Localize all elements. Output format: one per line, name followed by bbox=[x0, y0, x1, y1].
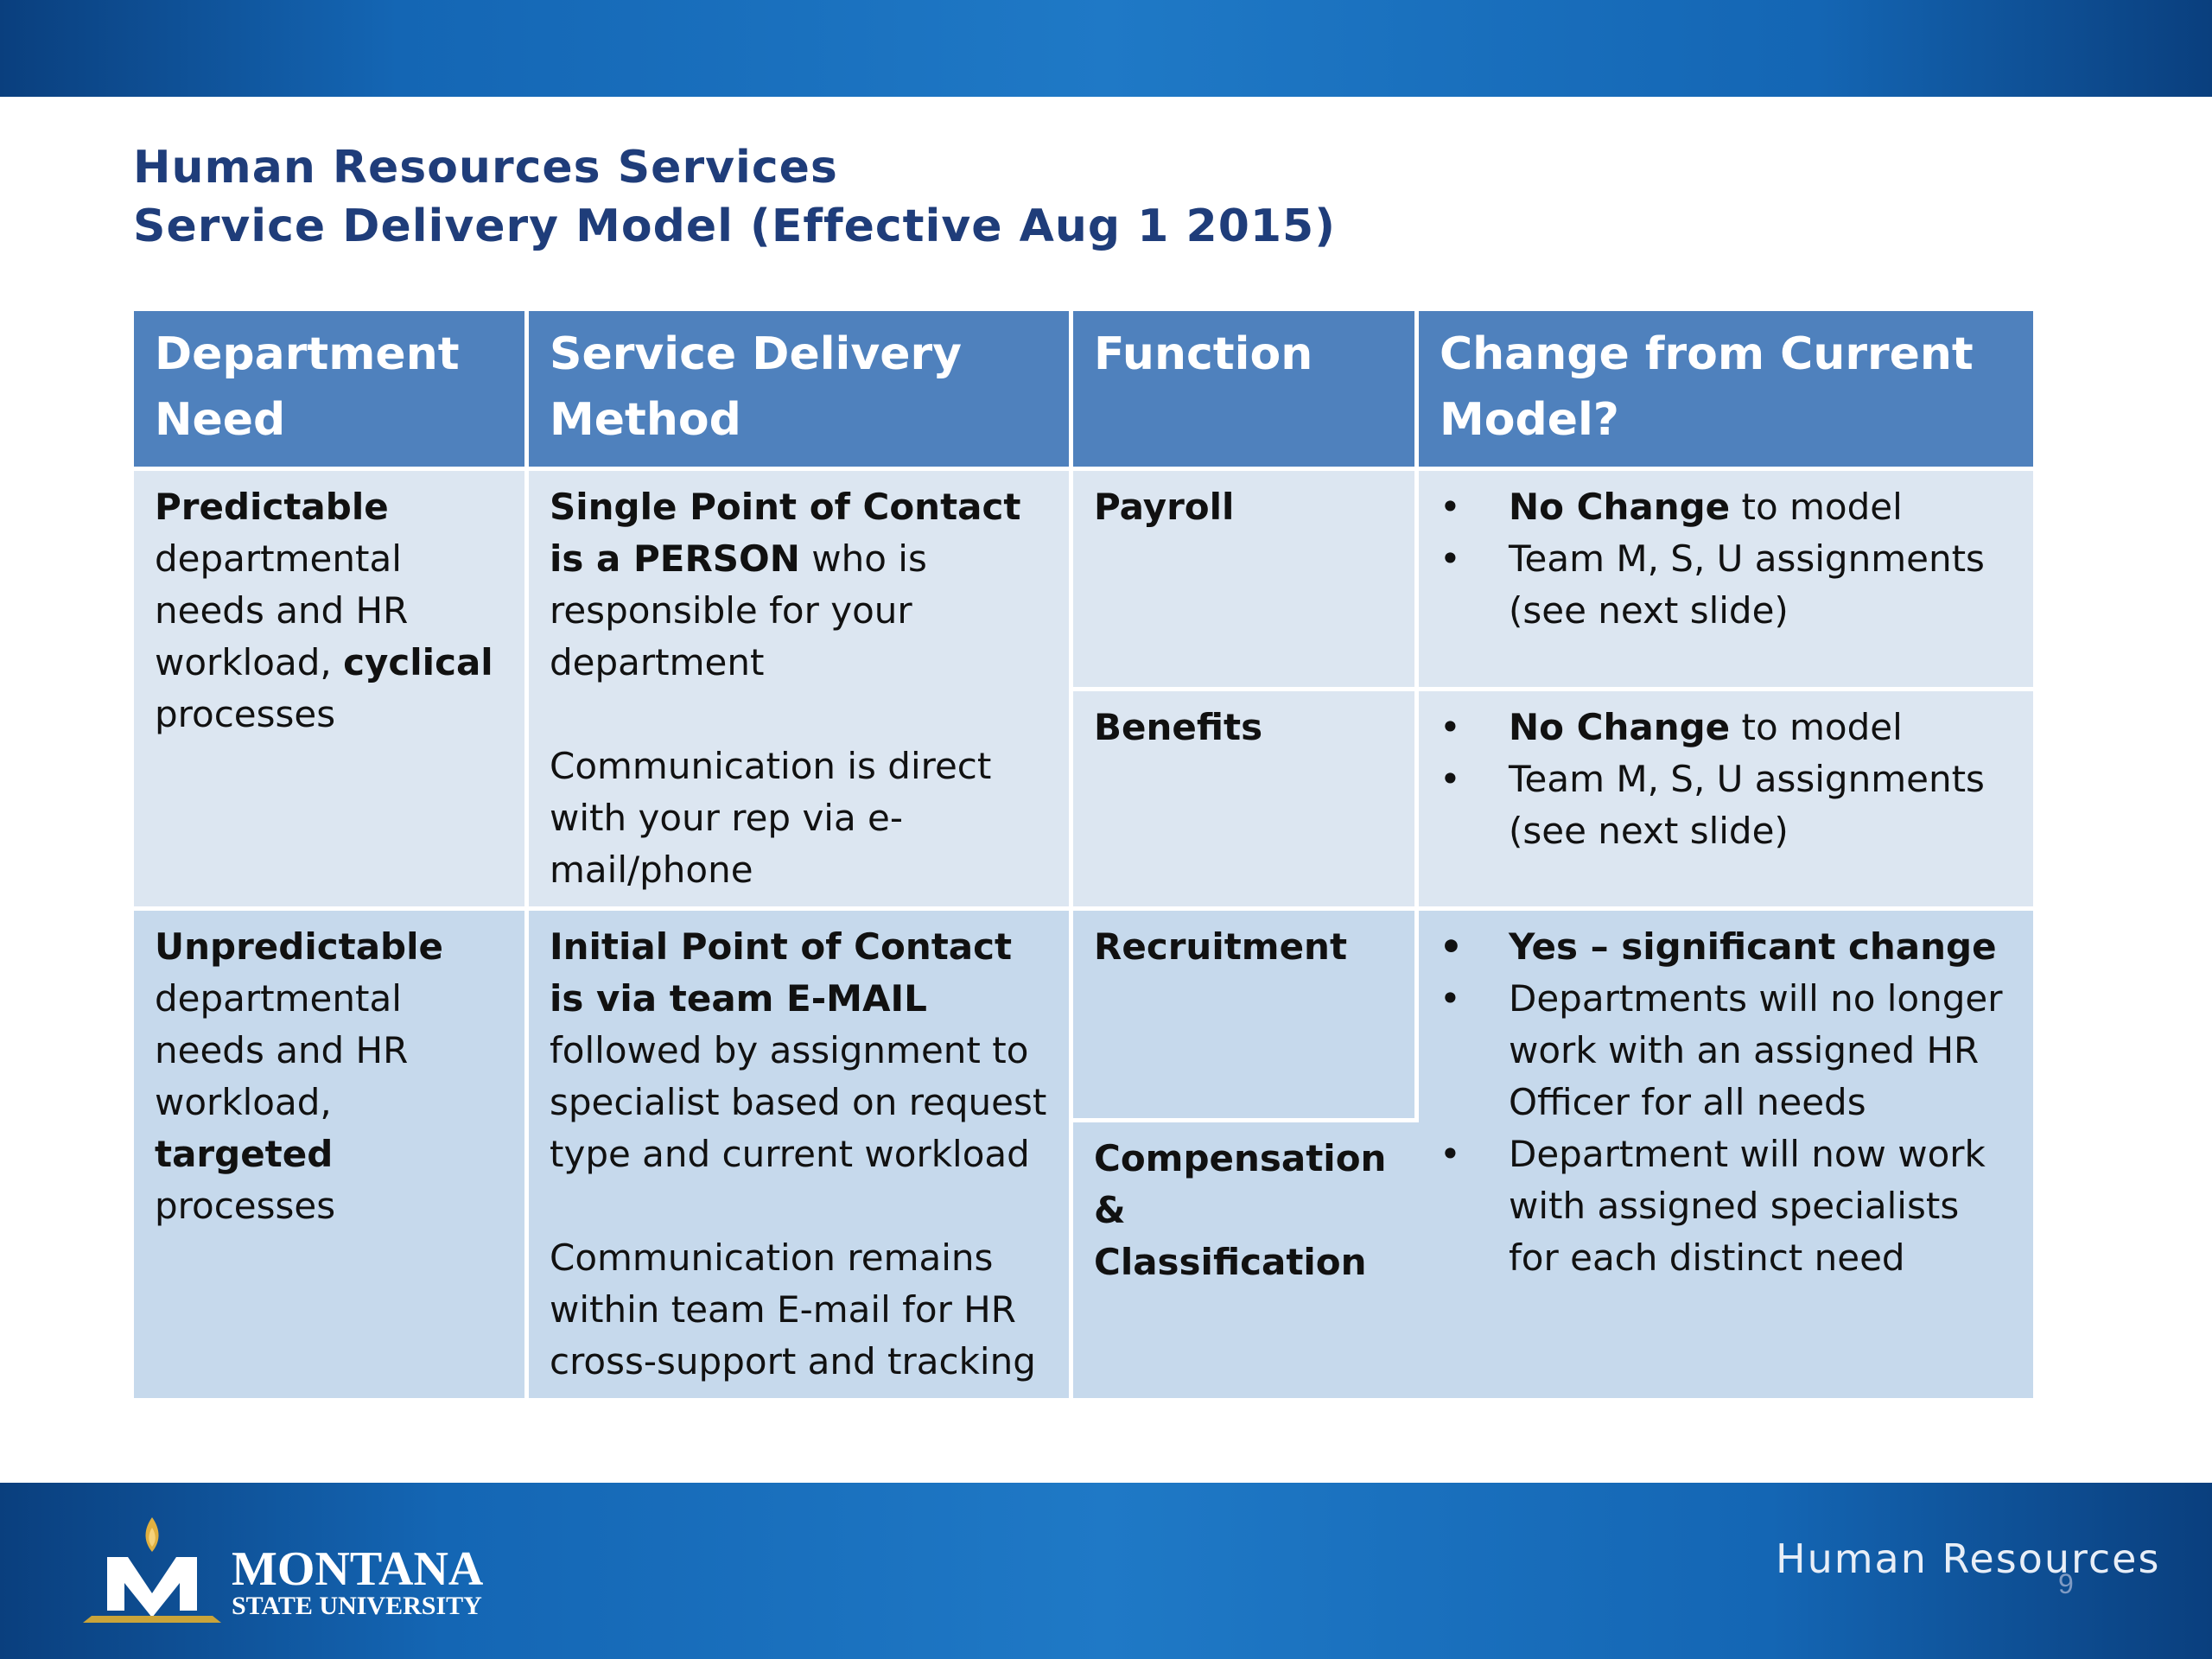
list-item: No Change to model bbox=[1440, 702, 2012, 753]
table-row: Unpredictable departmental needs and HR … bbox=[134, 911, 2033, 1402]
method-text: who is responsible for your department bbox=[550, 537, 927, 683]
flame-icon bbox=[145, 1517, 159, 1552]
table-row: Benefits No Change to model Team M, S, U… bbox=[134, 690, 2033, 911]
method-paragraph-2: Communication remains within team E-mail… bbox=[550, 1236, 1036, 1382]
title-line-2: Service Delivery Model (Effective Aug 1 … bbox=[133, 200, 1336, 252]
table-row: Predictable departmental needs and HR wo… bbox=[134, 471, 2033, 911]
cell-department-need: Unpredictable departmental needs and HR … bbox=[134, 911, 529, 1402]
bottom-banner bbox=[0, 1483, 2212, 1659]
cell-change: No Change to model Team M, S, U assignme… bbox=[1419, 690, 2033, 911]
cell-service-delivery-method: Initial Point of Contact is via team E-M… bbox=[529, 911, 1073, 1402]
need-text-2: processes bbox=[155, 693, 336, 735]
cell-function: Recruitment bbox=[1073, 911, 1419, 1122]
need-text: departmental needs and HR workload, bbox=[155, 537, 409, 683]
logo-main-text: MONTANA bbox=[232, 1542, 484, 1596]
slide-title: Human Resources Services Service Deliver… bbox=[133, 138, 1336, 256]
need-bold: Predictable bbox=[155, 486, 389, 528]
table-header-row: Department Need Service Delivery Method … bbox=[134, 311, 2033, 471]
cell-function: Benefits bbox=[1073, 690, 1419, 911]
need-bold-2: cyclical bbox=[343, 641, 493, 683]
cell-function: Payroll bbox=[1073, 471, 1419, 691]
cell-change: Yes – significant change Departments wil… bbox=[1419, 911, 2033, 1402]
msu-logo: MONTANA STATE UNIVERSITY bbox=[83, 1517, 484, 1623]
method-paragraph-1: Initial Point of Contact is via team E-M… bbox=[550, 921, 1048, 1180]
cell-department-need: Predictable departmental needs and HR wo… bbox=[134, 471, 529, 911]
method-bold: Single Point of Contact is a PERSON bbox=[550, 486, 1021, 580]
list-item: Team M, S, U assignments (see next slide… bbox=[1440, 533, 2012, 637]
top-banner bbox=[0, 0, 2212, 97]
service-delivery-table: Department Need Service Delivery Method … bbox=[134, 311, 2033, 1402]
need-bold: Unpredictable bbox=[155, 925, 443, 968]
need-text: departmental needs and HR workload, bbox=[155, 977, 409, 1123]
cell-change: No Change to model Team M, S, U assignme… bbox=[1419, 471, 2033, 691]
method-paragraph-2: Communication is direct with your rep vi… bbox=[550, 745, 992, 891]
method-bold: Initial Point of Contact is via team E-M… bbox=[550, 925, 1013, 1020]
need-text-2: processes bbox=[155, 1185, 336, 1227]
cell-service-delivery-method: Single Point of Contact is a PERSON who … bbox=[529, 471, 1073, 911]
title-line-1: Human Resources Services bbox=[133, 142, 838, 194]
cell-function: Compensation & Classification bbox=[1073, 1122, 1419, 1402]
table-row: Compensation & Classification bbox=[134, 1122, 2033, 1402]
header-service-delivery-method: Service Delivery Method bbox=[529, 311, 1073, 471]
list-item: Department will now work with assigned s… bbox=[1440, 1128, 2012, 1284]
header-change-from-current-model: Change from Current Model? bbox=[1419, 311, 2033, 471]
list-item: Departments will no longer work with an … bbox=[1440, 973, 2012, 1128]
header-department-need: Department Need bbox=[134, 311, 529, 471]
list-item: Yes – significant change bbox=[1440, 921, 2012, 973]
logo-sub-text: STATE UNIVERSITY bbox=[232, 1592, 482, 1620]
need-bold-2: targeted bbox=[155, 1133, 334, 1175]
list-item: No Change to model bbox=[1440, 481, 2012, 533]
method-paragraph-1: Single Point of Contact is a PERSON who … bbox=[550, 481, 1048, 689]
block-m-icon bbox=[83, 1557, 221, 1623]
method-text: followed by assignment to specialist bas… bbox=[550, 1029, 1047, 1175]
list-item: Team M, S, U assignments (see next slide… bbox=[1440, 753, 2012, 857]
header-function: Function bbox=[1073, 311, 1419, 471]
page-number: 9 bbox=[2058, 1568, 2074, 1599]
department-name: Human Resources bbox=[1776, 1535, 2161, 1582]
